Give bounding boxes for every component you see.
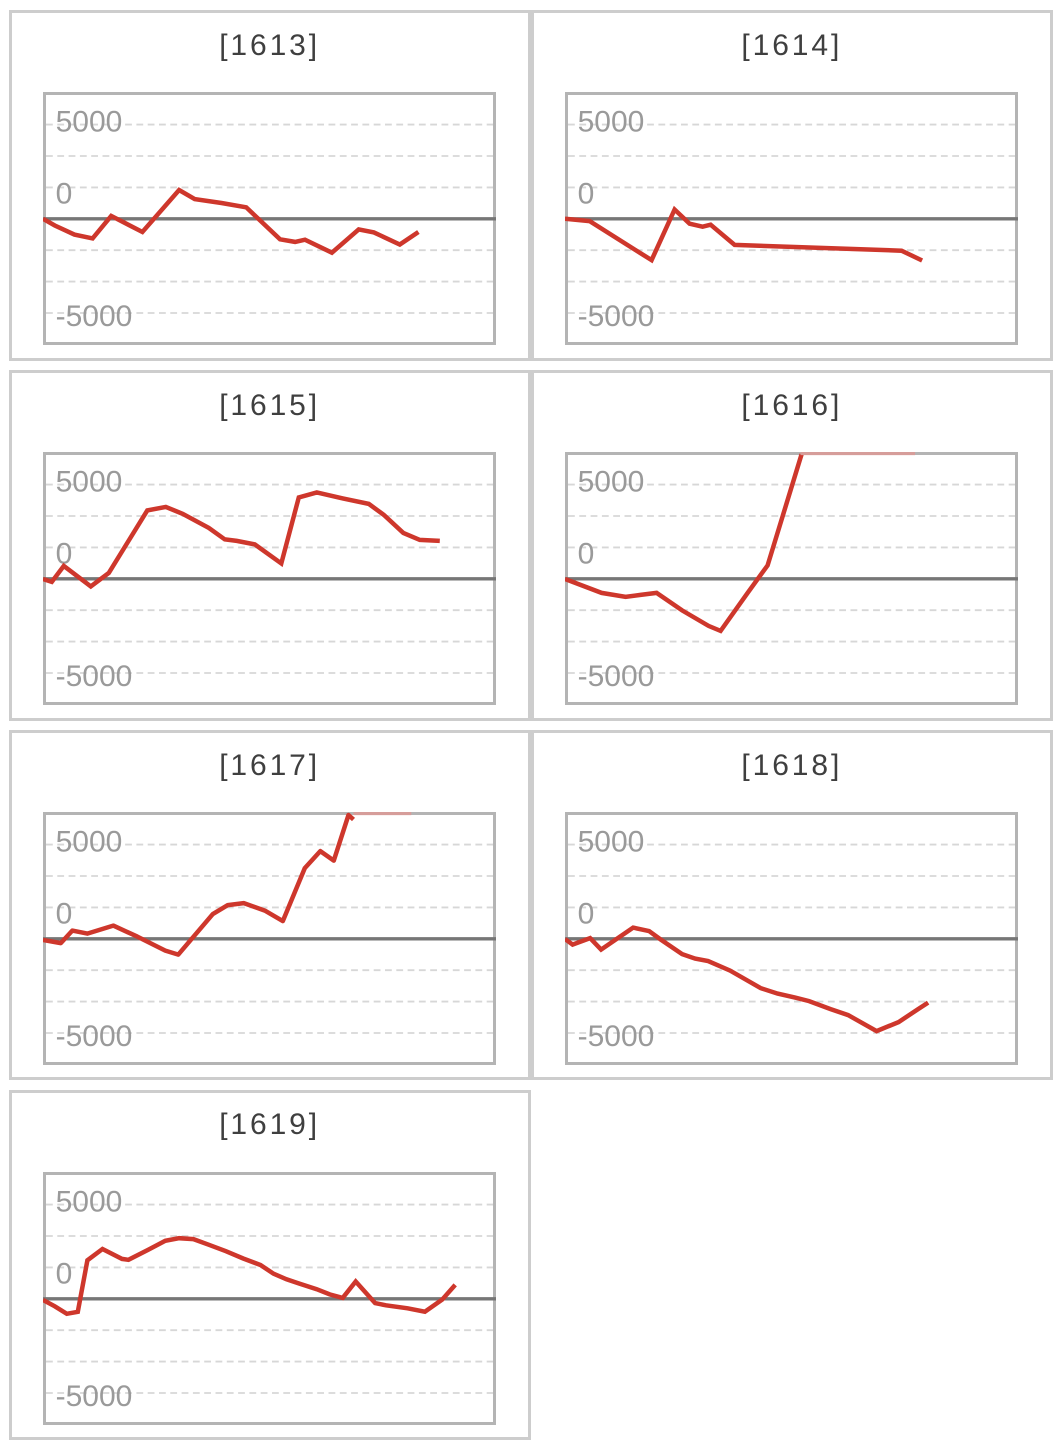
svg-text:0: 0 [56, 1257, 73, 1290]
svg-text:-5000: -5000 [578, 1020, 655, 1053]
svg-text:5000: 5000 [56, 825, 123, 858]
svg-text:-5000: -5000 [56, 660, 133, 693]
svg-text:0: 0 [56, 178, 73, 211]
svg-text:5000: 5000 [578, 465, 645, 498]
svg-text:5000: 5000 [56, 106, 123, 139]
svg-text:0: 0 [578, 538, 595, 571]
svg-text:-5000: -5000 [56, 1020, 133, 1053]
svg-text:-5000: -5000 [56, 300, 133, 333]
svg-text:-5000: -5000 [578, 660, 655, 693]
svg-text:0: 0 [578, 897, 595, 930]
svg-text:5000: 5000 [56, 465, 123, 498]
svg-text:5000: 5000 [56, 1185, 123, 1218]
svg-text:0: 0 [578, 178, 595, 211]
svg-text:-5000: -5000 [56, 1380, 133, 1413]
svg-text:0: 0 [56, 538, 73, 571]
svg-text:5000: 5000 [578, 825, 645, 858]
svg-text:0: 0 [56, 897, 73, 930]
svg-text:-5000: -5000 [578, 300, 655, 333]
svg-text:5000: 5000 [578, 106, 645, 139]
